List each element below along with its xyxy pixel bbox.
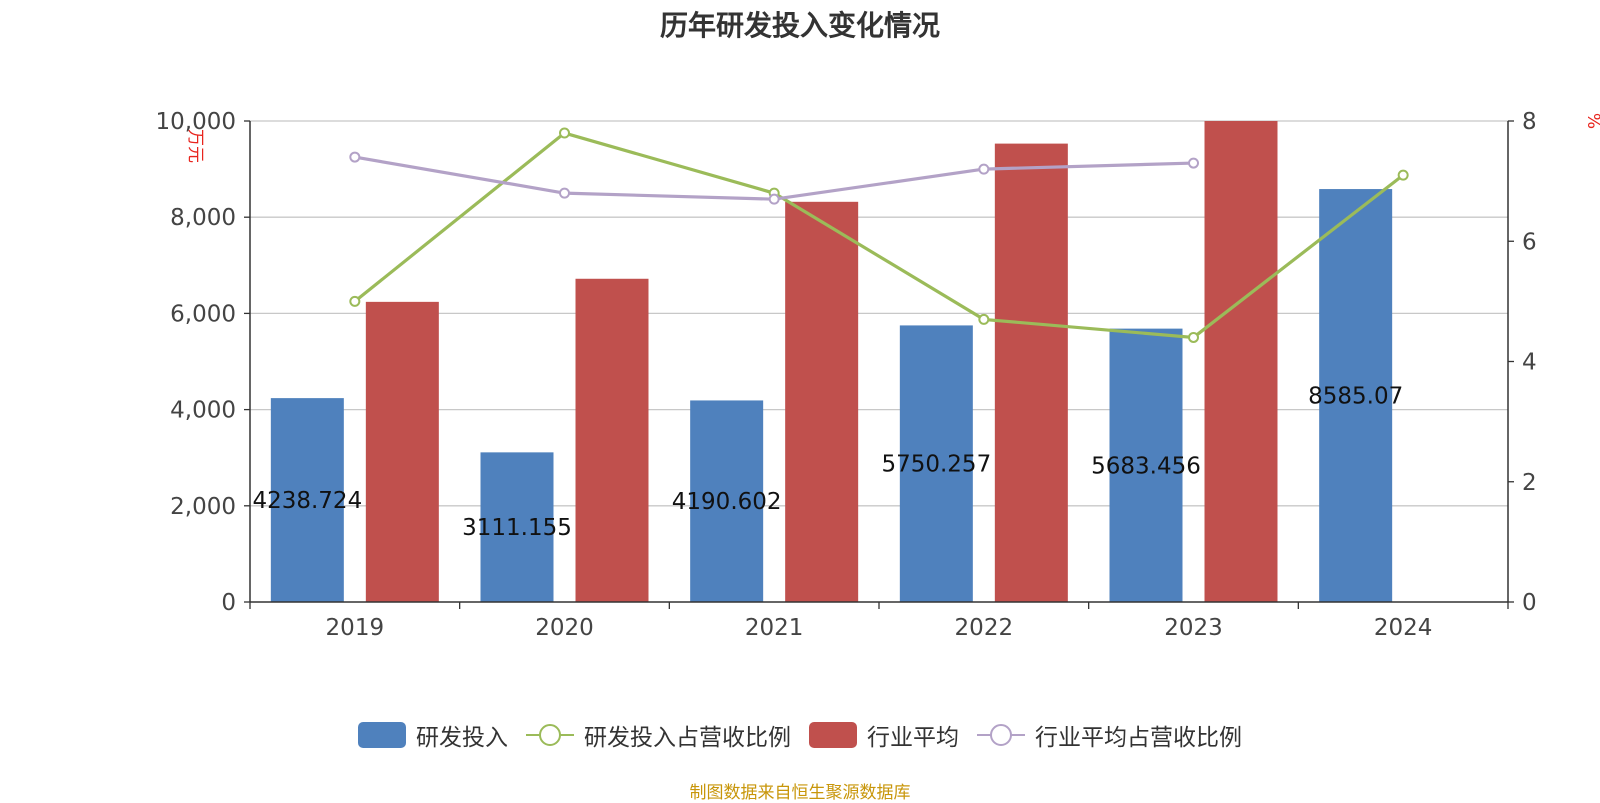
legend-item-rd-investment[interactable]: 研发投入 [358, 718, 508, 752]
legend-swatch-rd-ratio [526, 722, 574, 748]
bar-研发投入-2021 [690, 400, 764, 602]
bar-行业平均-2020 [575, 278, 649, 602]
x-axis-tick-label: 2021 [745, 615, 804, 641]
legend-label-industry-ratio: 行业平均占营收比例 [1035, 725, 1242, 751]
point-行业平均占营收比例-0 [349, 151, 361, 163]
data-label-2024: 8585.07 [1308, 384, 1403, 410]
chart-title: 历年研发投入变化情况 [659, 9, 940, 42]
right-axis-tick-label: 2 [1522, 470, 1537, 496]
x-axis-tick-label: 2019 [326, 615, 385, 641]
point-行业平均占营收比例-4 [1188, 157, 1199, 169]
x-axis-tick-label: 2023 [1164, 615, 1223, 641]
x-axis-tick-label: 2020 [535, 615, 594, 641]
point-行业平均占营收比例-2 [768, 193, 780, 205]
point-研发投入占营收比例-3 [978, 313, 990, 325]
bar-行业平均-2019 [365, 301, 439, 602]
point-行业平均占营收比例-3 [978, 163, 990, 175]
bar-研发投入-2020 [480, 452, 554, 602]
bar-行业平均-2023 [1204, 121, 1278, 602]
legend-label-rd-ratio: 研发投入占营收比例 [584, 725, 791, 751]
data-label-2021: 4190.602 [672, 489, 782, 515]
point-行业平均占营收比例-1 [559, 187, 570, 199]
point-研发投入占营收比例-0 [349, 295, 361, 307]
x-axis-tick-label: 2024 [1374, 615, 1433, 641]
bar-行业平均-2021 [785, 201, 859, 603]
right-axis-unit: % [1583, 113, 1600, 129]
legend-swatch-industry-ratio [977, 722, 1025, 748]
left-axis-tick-label: 4,000 [170, 398, 236, 424]
data-source-note: 制图数据来自恒生聚源数据库 [689, 783, 911, 803]
point-研发投入占营收比例-4 [1188, 331, 1199, 343]
data-label-2019: 4238.724 [252, 488, 362, 514]
left-axis-tick-label: 6,000 [170, 301, 236, 327]
bar-研发投入-2023 [1109, 328, 1183, 602]
bar-行业平均-2022 [994, 143, 1068, 602]
legend-swatch-rd-investment [358, 722, 406, 748]
legend-item-industry-average[interactable]: 行业平均 [809, 718, 959, 752]
point-研发投入占营收比例-5 [1397, 169, 1409, 181]
legend-label-industry-average: 行业平均 [867, 725, 959, 751]
bar-研发投入-2022 [899, 325, 973, 602]
left-axis-tick-label: 2,000 [170, 494, 236, 520]
data-label-2020: 3111.155 [462, 515, 572, 541]
left-axis-tick-label: 10,000 [156, 109, 236, 135]
right-axis-tick-label: 8 [1522, 109, 1537, 135]
data-label-2022: 5750.257 [881, 452, 991, 478]
legend-swatch-industry-average [809, 722, 857, 748]
right-axis-tick-label: 4 [1522, 350, 1537, 376]
legend-item-rd-ratio[interactable]: 研发投入占营收比例 [526, 718, 791, 752]
legend-label-rd-investment: 研发投入 [416, 725, 508, 751]
bar-研发投入-2019 [270, 398, 344, 602]
legend-item-industry-ratio[interactable]: 行业平均占营收比例 [977, 718, 1242, 752]
x-axis-tick-label: 2022 [955, 615, 1014, 641]
left-axis-tick-label: 0 [221, 590, 236, 616]
left-axis-tick-label: 8,000 [170, 205, 236, 231]
left-axis-unit: 万元 [185, 129, 205, 163]
bar-研发投入-2024 [1319, 189, 1393, 602]
point-研发投入占营收比例-1 [559, 127, 570, 139]
right-axis-tick-label: 6 [1522, 229, 1537, 255]
line-研发投入占营收比例 [353, 131, 1405, 340]
right-axis-tick-label: 0 [1522, 590, 1537, 616]
data-label-2023: 5683.456 [1091, 453, 1201, 479]
chart-legend: 研发投入 研发投入占营收比例 行业平均 行业平均占营收比例 [0, 718, 1600, 752]
